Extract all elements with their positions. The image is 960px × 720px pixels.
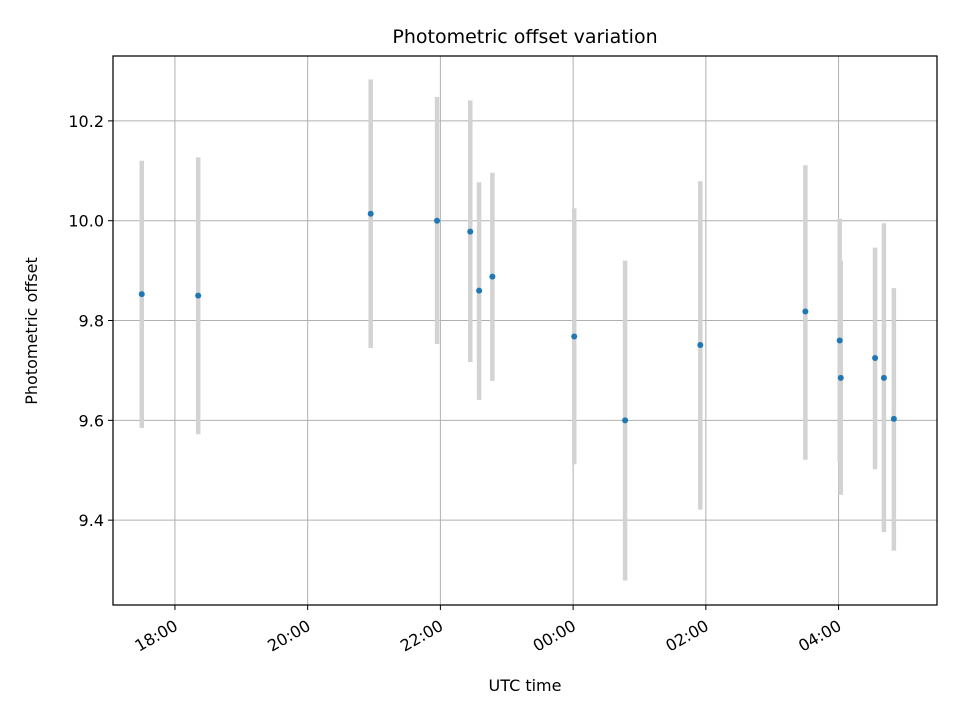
y-tick-label: 9.6	[79, 411, 104, 430]
y-tick-label: 9.4	[79, 511, 104, 530]
grid	[113, 56, 937, 605]
data-point	[489, 273, 496, 280]
data-point	[476, 287, 483, 294]
data-point	[622, 417, 629, 424]
data-point	[138, 291, 145, 298]
data-point	[836, 337, 843, 344]
data-point	[697, 341, 704, 348]
data-point	[890, 415, 897, 422]
data-point	[571, 333, 578, 340]
data-point	[367, 210, 374, 217]
y-axis-title: Photometric offset	[22, 257, 41, 405]
chart-title: Photometric offset variation	[392, 26, 657, 48]
data-point	[467, 228, 474, 235]
plot-frame	[112, 55, 938, 606]
data-point	[880, 374, 887, 381]
data-point	[434, 217, 441, 224]
data-point	[802, 308, 809, 315]
y-tick-label: 10.0	[68, 212, 104, 231]
y-tick-label: 9.8	[79, 312, 104, 331]
data-point	[837, 374, 844, 381]
data-point	[195, 292, 202, 299]
data-points	[138, 210, 897, 424]
data-point	[872, 354, 879, 361]
y-axis: 9.4 9.6 9.8 10.0 10.2	[68, 112, 113, 530]
x-axis-title: UTC time	[489, 676, 562, 695]
y-tick-label: 10.2	[68, 112, 104, 131]
